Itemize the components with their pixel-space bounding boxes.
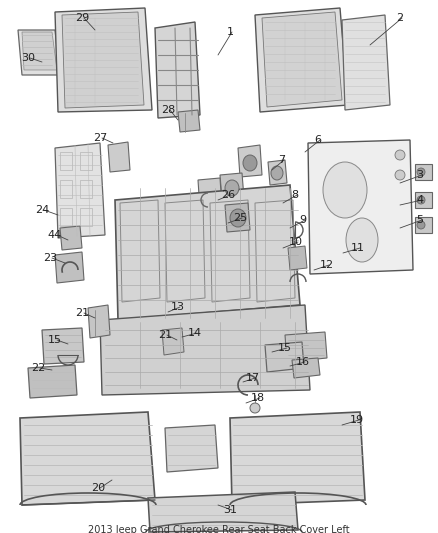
Text: 21: 21 [75, 308, 89, 318]
Ellipse shape [417, 221, 425, 229]
Polygon shape [415, 192, 432, 208]
Polygon shape [62, 12, 144, 108]
Text: 14: 14 [188, 328, 202, 338]
Text: 27: 27 [93, 133, 107, 143]
Polygon shape [288, 246, 307, 270]
Polygon shape [225, 203, 250, 232]
Polygon shape [230, 412, 365, 505]
Polygon shape [55, 8, 152, 112]
Polygon shape [20, 412, 155, 505]
Polygon shape [238, 145, 262, 177]
Text: 8: 8 [291, 190, 299, 200]
Text: 3: 3 [417, 170, 424, 180]
Polygon shape [198, 178, 222, 210]
Text: 29: 29 [75, 13, 89, 23]
Polygon shape [55, 252, 84, 283]
Text: 31: 31 [223, 505, 237, 515]
Text: 4: 4 [417, 195, 424, 205]
Text: 12: 12 [320, 260, 334, 270]
Polygon shape [60, 226, 82, 250]
Text: 2: 2 [396, 13, 403, 23]
Text: 23: 23 [43, 253, 57, 263]
Text: 26: 26 [221, 190, 235, 200]
Polygon shape [265, 342, 304, 372]
Text: 44: 44 [48, 230, 62, 240]
Text: 16: 16 [296, 357, 310, 367]
Text: 6: 6 [314, 135, 321, 145]
Text: 20: 20 [91, 483, 105, 493]
Polygon shape [415, 164, 432, 180]
Polygon shape [220, 173, 244, 200]
Ellipse shape [225, 180, 239, 196]
Text: 19: 19 [350, 415, 364, 425]
Polygon shape [415, 217, 432, 233]
Polygon shape [18, 30, 60, 75]
Text: 28: 28 [161, 105, 175, 115]
Polygon shape [308, 140, 413, 274]
Text: 10: 10 [289, 237, 303, 247]
Polygon shape [262, 12, 342, 107]
Ellipse shape [346, 218, 378, 262]
Polygon shape [115, 185, 300, 320]
Ellipse shape [417, 196, 425, 204]
Polygon shape [268, 160, 287, 185]
Polygon shape [285, 332, 327, 362]
Ellipse shape [395, 150, 405, 160]
Polygon shape [22, 32, 57, 70]
Text: 11: 11 [351, 243, 365, 253]
Text: 22: 22 [31, 363, 45, 373]
Ellipse shape [243, 155, 257, 171]
Text: 18: 18 [251, 393, 265, 403]
Text: 1: 1 [226, 27, 233, 37]
Ellipse shape [250, 403, 260, 413]
Text: 21: 21 [158, 330, 172, 340]
Polygon shape [148, 492, 298, 532]
Polygon shape [165, 425, 218, 472]
Polygon shape [55, 143, 105, 238]
Ellipse shape [230, 209, 246, 227]
Ellipse shape [271, 166, 283, 180]
Polygon shape [292, 358, 320, 378]
Polygon shape [162, 328, 184, 355]
Polygon shape [255, 8, 348, 112]
Polygon shape [42, 328, 84, 364]
Text: 9: 9 [300, 215, 307, 225]
Text: 24: 24 [35, 205, 49, 215]
Text: 15: 15 [278, 343, 292, 353]
Text: 15: 15 [48, 335, 62, 345]
Text: 25: 25 [233, 213, 247, 223]
Polygon shape [88, 305, 110, 338]
Ellipse shape [417, 168, 425, 176]
Text: 30: 30 [21, 53, 35, 63]
Ellipse shape [323, 162, 367, 218]
Polygon shape [178, 110, 200, 132]
Polygon shape [155, 22, 200, 118]
Polygon shape [108, 142, 130, 172]
Ellipse shape [395, 170, 405, 180]
Text: 17: 17 [246, 373, 260, 383]
Polygon shape [100, 305, 310, 395]
Polygon shape [28, 365, 77, 398]
Polygon shape [342, 15, 390, 110]
Text: 2013 Jeep Grand Cherokee Rear Seat Back Cover Left
Diagram for 5LK65HL1AA: 2013 Jeep Grand Cherokee Rear Seat Back … [88, 525, 350, 533]
Text: 13: 13 [171, 302, 185, 312]
Text: 5: 5 [417, 215, 424, 225]
Text: 7: 7 [279, 155, 286, 165]
